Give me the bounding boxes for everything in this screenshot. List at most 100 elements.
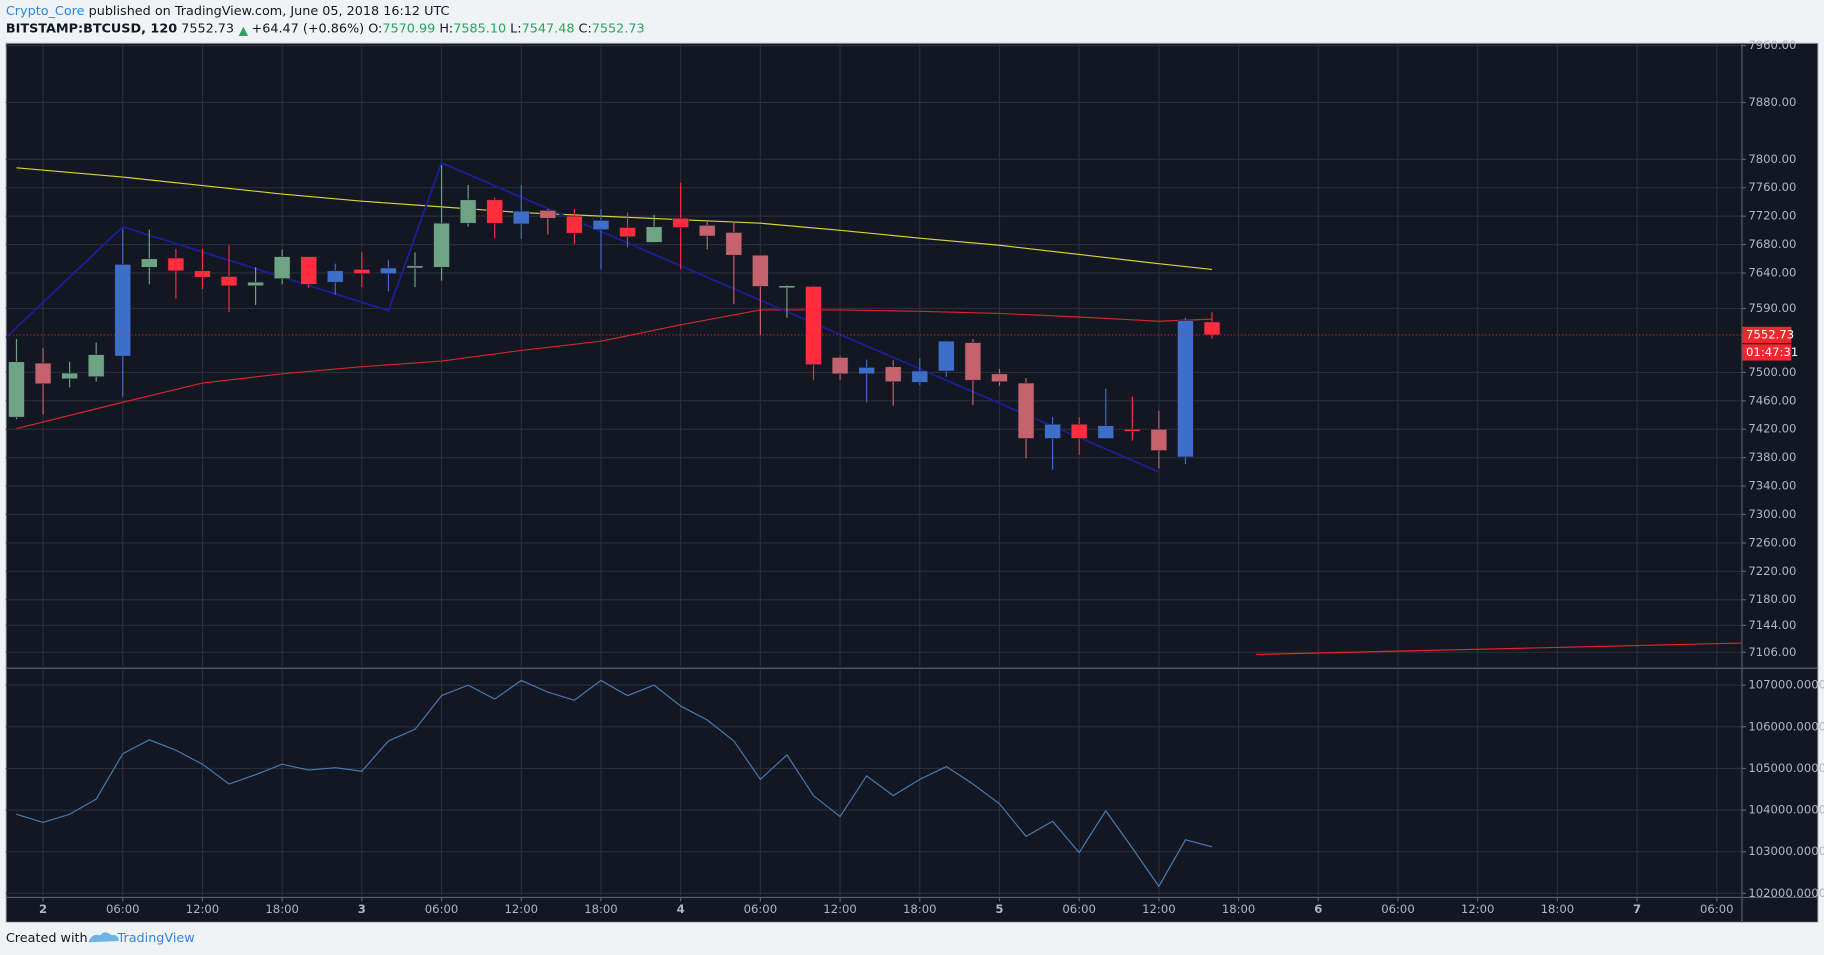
y-tick-label: 102000.0000 (1748, 886, 1824, 900)
x-tick-label: 06:00 (1381, 902, 1415, 916)
candle-body (1097, 425, 1115, 439)
x-tick-label: 3 (358, 902, 366, 916)
y-tick-label: 103000.0000 (1748, 844, 1824, 858)
candle-body (752, 254, 769, 287)
change: +64.47 (+0.86%) (252, 22, 365, 37)
candle-body (991, 373, 1008, 382)
y-tick-label: 7180.00 (1748, 592, 1796, 606)
candle-body (247, 281, 264, 287)
candle-body (566, 215, 583, 234)
candle-body (327, 270, 344, 283)
y-tick-label: 7380.00 (1748, 450, 1796, 464)
footer-text: Created with (6, 931, 88, 946)
y-tick-label: 7460.00 (1748, 393, 1796, 407)
candle-body (964, 342, 982, 381)
candle-body (938, 340, 955, 372)
x-tick-label: 06:00 (1062, 902, 1096, 916)
x-tick-label: 6 (1314, 902, 1322, 916)
logo (88, 932, 119, 943)
price-label: 7552.73 (1746, 327, 1794, 341)
y-tick-label: 107000.0000 (1748, 678, 1824, 692)
ohlc-value: 7585.10 (453, 22, 506, 37)
x-tick-label: 5 (995, 902, 1003, 916)
candle-body (353, 269, 371, 274)
candle-body (858, 367, 875, 375)
x-tick-label: 06:00 (744, 902, 778, 916)
x-tick-label: 06:00 (106, 902, 140, 916)
y-tick-label: 7590.00 (1748, 301, 1796, 315)
x-tick-label: 12:00 (1461, 902, 1495, 916)
x-tick-label: 18:00 (584, 902, 618, 916)
x-tick-label: 06:00 (1700, 902, 1734, 916)
symbol: BITSTAMP:BTCUSD, 120 (6, 22, 177, 37)
y-tick-label: 7720.00 (1748, 209, 1796, 223)
x-tick-label: 18:00 (903, 902, 937, 916)
candle-body (34, 362, 52, 385)
grid (5, 44, 1742, 896)
candle-body (220, 276, 238, 287)
y-tick-label: 7640.00 (1748, 265, 1796, 279)
y-tick-label: 7680.00 (1748, 237, 1796, 251)
x-tick-label: 12:00 (823, 902, 857, 916)
ohlc-value: 7547.48 (522, 22, 575, 37)
candle-body (1177, 320, 1194, 458)
x-tick-label: 18:00 (265, 902, 299, 916)
candle-body (114, 264, 132, 357)
chart-area (5, 42, 1819, 924)
line (16, 309, 1213, 430)
candle-body (380, 267, 397, 274)
x-tick-label: 4 (677, 902, 685, 916)
footer-brand[interactable]: TradingView (117, 931, 195, 946)
y-tick-label: 7760.00 (1748, 180, 1796, 194)
candle-body (459, 199, 477, 224)
candle-body (433, 222, 450, 268)
y-tick-label: 7300.00 (1748, 507, 1796, 521)
candle-body (539, 210, 557, 219)
countdown: 01:47:31 (1746, 345, 1798, 359)
candle-body (1150, 428, 1168, 451)
axes: 2 06:00 12:00 18:00 3 06:00 12:00 18:00 4 06:00 12… (39, 38, 1824, 916)
published: published on TradingView.com, June 05, 2… (89, 4, 450, 19)
candle-body (194, 270, 211, 278)
x-tick-label: 06:00 (425, 902, 459, 916)
candle-body (831, 357, 849, 375)
x-tick-label: 12:00 (505, 902, 539, 916)
x-tick-label: 2 (39, 902, 47, 916)
main-pane (5, 161, 1742, 656)
change-line: +64.47 (+0.86%) O:7570.99 H:7585.10 L:75… (252, 22, 645, 37)
candle-body (300, 256, 317, 285)
candle-body (672, 217, 689, 228)
author[interactable]: Crypto_Core (6, 4, 85, 19)
ohlc-label: L: (510, 22, 521, 37)
y-tick-label: 7800.00 (1748, 152, 1796, 166)
countdown-box (1742, 344, 1792, 361)
candle-body (87, 354, 105, 377)
price-label-box (1742, 326, 1792, 344)
candle-body (1070, 423, 1088, 439)
x-tick-label: 18:00 (1222, 902, 1256, 916)
y-tick-label: 7960.00 (1748, 38, 1796, 52)
candle-body (884, 366, 902, 382)
candle-body (406, 265, 424, 269)
x-tick-label: 12:00 (1142, 902, 1176, 916)
candle-body (725, 232, 743, 256)
candle-body (486, 199, 503, 224)
y-tick-label: 105000.0000 (1748, 761, 1824, 775)
x-tick-label: 12:00 (186, 902, 220, 916)
candle-body (645, 226, 663, 243)
candle-body (1203, 321, 1221, 336)
x-tick-label: 7 (1633, 902, 1641, 916)
ohlc-label: O: (368, 22, 382, 37)
candle-body (141, 258, 158, 268)
up-arrow (238, 26, 249, 37)
candle-body (61, 372, 78, 380)
candle-body (8, 361, 25, 418)
candle-body (778, 285, 796, 289)
candle-body (805, 286, 822, 365)
candle-body (1017, 382, 1035, 439)
line (16, 167, 1213, 270)
publish-line: Crypto_Core published on TradingView.com… (6, 4, 450, 19)
y-tick-label: 104000.0000 (1748, 803, 1824, 817)
y-tick-label: 7106.00 (1748, 645, 1796, 659)
